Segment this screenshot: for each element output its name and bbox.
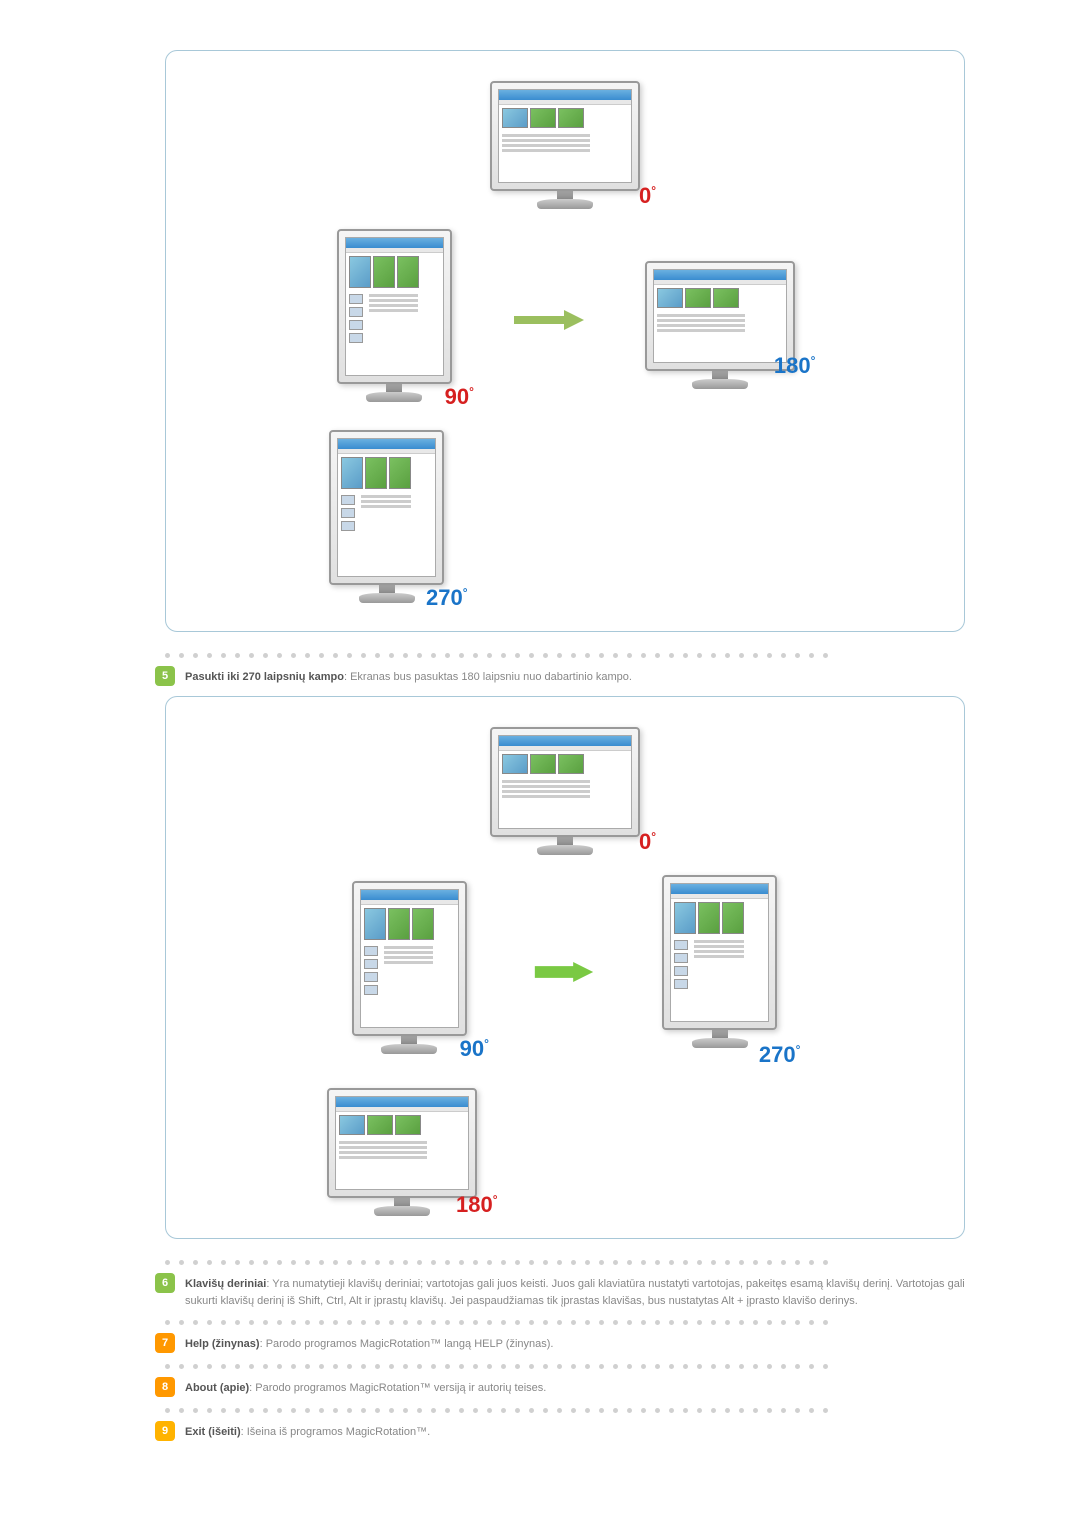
num-badge-8: 8 (155, 1377, 175, 1397)
num-badge-7: 7 (155, 1333, 175, 1353)
item-8: 8 About (apie): Parodo programos MagicRo… (155, 1377, 965, 1397)
item-5: 5 Pasukti iki 270 laipsnių kampo: Ekrana… (155, 666, 965, 686)
monitor-0deg: 0° (474, 81, 656, 209)
item-title: Klavišų deriniai (185, 1278, 266, 1290)
monitor-stand (695, 1030, 745, 1052)
divider (165, 1319, 965, 1325)
monitor-180deg: 180° (624, 261, 816, 379)
monitor-frame (645, 261, 795, 371)
item-desc: : Ekranas bus pasuktas 180 laipsniu nuo … (344, 671, 632, 683)
monitor-stand (377, 1198, 427, 1220)
item-text: About (apie): Parodo programos MagicRota… (185, 1377, 546, 1397)
monitor-frame (337, 229, 452, 384)
monitor-screen (498, 735, 632, 829)
monitor-screen (360, 889, 459, 1028)
item-desc-cont: versiją ir autorių teises. (431, 1382, 547, 1394)
monitor-screen (498, 89, 632, 183)
item-6: 6 Klavišų deriniai: Yra numatytieji klav… (155, 1273, 965, 1309)
monitor-stand (369, 384, 419, 406)
monitor-stand (695, 371, 745, 393)
monitor-270deg: 270° (306, 430, 468, 611)
item-desc: : Yra numatytieji klavišų deriniai; vart… (185, 1278, 965, 1307)
angle-label-270: 270° (426, 585, 468, 611)
monitor-screen (335, 1096, 469, 1190)
arrow-icon (514, 310, 584, 330)
monitor-0deg: 0° (474, 727, 656, 855)
monitor-frame (490, 81, 640, 191)
monitor-frame (662, 875, 777, 1030)
angle-label-270: 270° (759, 1042, 801, 1068)
monitor-screen (653, 269, 787, 363)
item-title: Help (žinynas) (185, 1338, 260, 1350)
monitor-frame (329, 430, 444, 585)
monitor-screen (337, 438, 436, 577)
monitor-180deg: 180° (306, 1088, 498, 1218)
angle-label-180: 180° (456, 1192, 498, 1218)
item-desc: : Išeina iš programos MagicRotation (241, 1426, 416, 1438)
diagram-row-middle: 90° (330, 875, 801, 1068)
monitor-stand (540, 191, 590, 213)
monitor-90deg: 90° (315, 229, 474, 410)
monitor-screen (670, 883, 769, 1022)
divider (165, 1259, 965, 1265)
angle-label-0: 0° (639, 829, 656, 855)
diagram-content: 0° (186, 81, 944, 611)
item-7: 7 Help (žinynas): Parodo programos Magic… (155, 1333, 965, 1353)
trademark: ™ (420, 1382, 431, 1394)
diagram-content: 0° 90° (186, 727, 944, 1218)
angle-label-90: 90° (460, 1036, 489, 1062)
monitor-screen (345, 237, 444, 376)
item-title: Exit (išeiti) (185, 1426, 241, 1438)
angle-label-90: 90° (445, 384, 474, 410)
monitor-frame (327, 1088, 477, 1198)
arrow-icon (529, 962, 599, 982)
monitor-frame (352, 881, 467, 1036)
trademark: ™ (430, 1338, 441, 1350)
item-text: Help (žinynas): Parodo programos MagicRo… (185, 1333, 553, 1353)
item-title: About (apie) (185, 1382, 249, 1394)
divider (165, 652, 965, 658)
monitor-frame (490, 727, 640, 837)
rotation-diagram-2: 0° 90° (165, 696, 965, 1239)
monitor-stand (362, 585, 412, 607)
monitor-270deg: 270° (639, 875, 801, 1068)
diagram-row-middle: 90° 180° (315, 229, 816, 410)
num-badge-9: 9 (155, 1421, 175, 1441)
item-desc-cont: . (427, 1426, 430, 1438)
item-9: 9 Exit (išeiti): Išeina iš programos Mag… (155, 1421, 965, 1441)
item-text: Klavišų deriniai: Yra numatytieji klaviš… (185, 1273, 965, 1309)
item-desc: : Parodo programos MagicRotation (260, 1338, 431, 1350)
item-text: Exit (išeiti): Išeina iš programos Magic… (185, 1421, 430, 1441)
trademark: ™ (416, 1426, 427, 1438)
item-desc: : Parodo programos MagicRotation (249, 1382, 420, 1394)
angle-label-180: 180° (774, 353, 816, 379)
item-desc-cont: langą HELP (žinynas). (441, 1338, 553, 1350)
divider (165, 1363, 965, 1369)
divider (165, 1407, 965, 1413)
monitor-stand (384, 1036, 434, 1058)
angle-label-0: 0° (639, 183, 656, 209)
monitor-stand (540, 837, 590, 859)
num-badge-6: 6 (155, 1273, 175, 1293)
rotation-diagram-1: 0° (165, 50, 965, 632)
item-text: Pasukti iki 270 laipsnių kampo: Ekranas … (185, 666, 632, 686)
monitor-90deg: 90° (330, 881, 489, 1062)
item-title: Pasukti iki 270 laipsnių kampo (185, 671, 344, 683)
num-badge-5: 5 (155, 666, 175, 686)
